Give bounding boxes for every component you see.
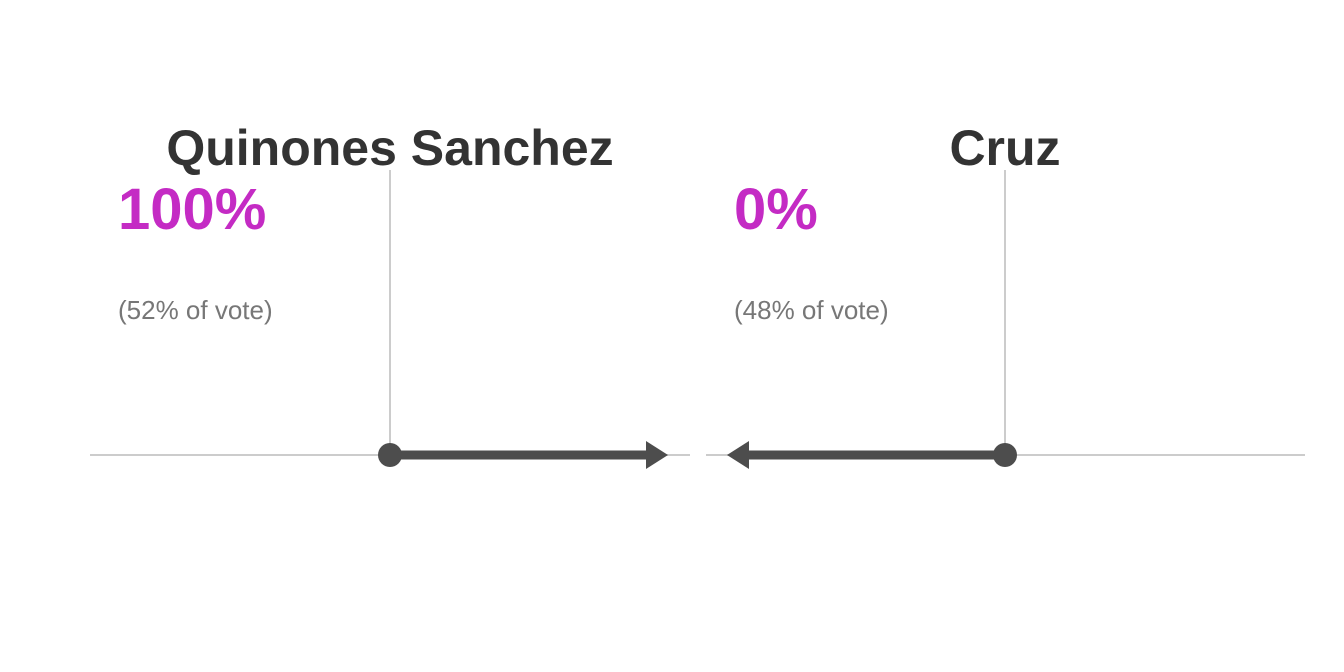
arrow-head-cruz: [727, 441, 749, 469]
win-probability-quinones-sanchez: 100%: [118, 177, 267, 242]
vote-share-cruz: (48% of vote): [734, 295, 889, 325]
vote-share-quinones-sanchez: (52% of vote): [118, 295, 273, 325]
candidate-name-quinones-sanchez: Quinones Sanchez: [166, 120, 614, 176]
arrow-head-quinones-sanchez: [646, 441, 668, 469]
candidate-name-cruz: Cruz: [949, 120, 1061, 176]
origin-dot-quinones-sanchez: [378, 443, 402, 467]
win-probability-cruz: 0%: [734, 177, 818, 242]
origin-dot-cruz: [993, 443, 1017, 467]
